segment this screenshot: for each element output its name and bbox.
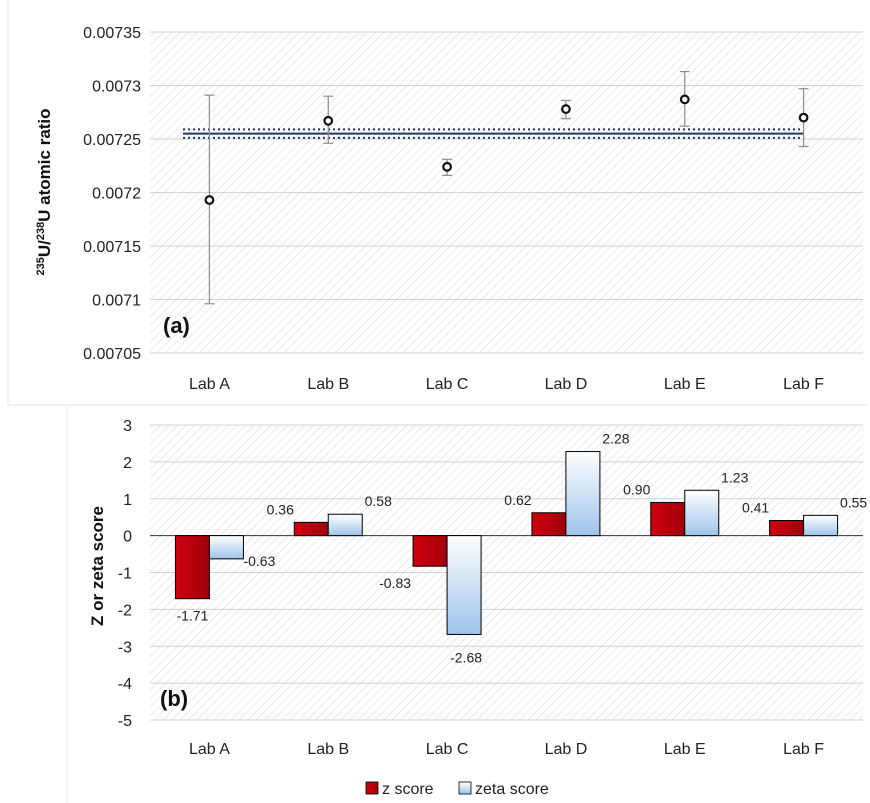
y-tick-label-b: 2 <box>123 455 132 472</box>
x-tick-label-a: Lab F <box>783 376 824 393</box>
x-tick-label-a: Lab D <box>545 376 588 393</box>
data-point <box>442 161 452 172</box>
x-tick-label-b: Lab B <box>307 741 349 758</box>
y-tick-label-b: -2 <box>118 602 132 619</box>
legend: z score zeta score <box>365 781 549 798</box>
y-tick-label-a: 0.0073 <box>92 79 141 96</box>
data-point <box>561 104 571 114</box>
bar-zeta-score <box>565 451 601 537</box>
data-label: 0.36 <box>267 501 294 517</box>
y-axis-title-b: Z or zeta score <box>88 506 107 626</box>
y-tick-label-b: -1 <box>118 566 132 583</box>
y-tick-label-a: 0.0071 <box>92 293 141 310</box>
data-label: -2.68 <box>450 649 482 665</box>
y-tick-label-a: 0.00725 <box>83 132 141 149</box>
y-tick-label-b: 1 <box>123 492 132 509</box>
panel-label-b: (b) <box>160 686 188 711</box>
y-tick-label-a: 0.00715 <box>83 239 141 256</box>
data-point <box>323 115 334 126</box>
data-label: 0.58 <box>365 493 392 509</box>
bar-zeta-score <box>803 514 839 537</box>
bar-zeta-score <box>446 535 482 635</box>
y-tick-label-b: -3 <box>118 639 132 656</box>
bar-zeta-score <box>208 535 244 560</box>
bar-z-score <box>769 520 805 537</box>
x-tick-label-a: Lab E <box>664 376 706 393</box>
bar-z-score <box>650 501 686 537</box>
data-point <box>204 195 215 205</box>
y-tick-label-a: 0.0072 <box>92 186 141 203</box>
data-label: -0.83 <box>379 575 411 591</box>
x-tick-label-a: Lab B <box>307 376 349 393</box>
y-tick-label-a: 0.00705 <box>83 346 141 363</box>
data-label: 0.62 <box>504 492 531 508</box>
panel-label-a: (a) <box>163 313 190 338</box>
x-tick-label-b: Lab F <box>783 741 824 758</box>
data-label: 0.90 <box>623 481 650 497</box>
y-tick-label-b: 0 <box>123 529 132 546</box>
data-label: -1.71 <box>176 608 208 624</box>
legend-swatch-zeta <box>458 781 472 795</box>
legend-swatch-z <box>365 781 379 795</box>
x-tick-label-b: Lab D <box>545 741 588 758</box>
data-point <box>679 94 690 105</box>
data-label: 1.23 <box>721 469 748 485</box>
bar-zeta-score <box>327 513 363 537</box>
scatter-panel-a: 0.00735 0.0073 0.00725 0.0072 0.00715 0.0071 0… <box>35 25 863 393</box>
data-label: 0.55 <box>840 494 867 510</box>
x-tick-label-a: Lab C <box>426 376 469 393</box>
x-tick-label-b: Lab E <box>664 741 706 758</box>
data-label: 2.28 <box>602 431 629 447</box>
y-axis-title-a: 235U/238U atomic ratio <box>35 108 54 275</box>
bar-z-score <box>531 512 567 537</box>
y-tick-label-b: 3 <box>123 418 132 435</box>
bar-z-score <box>174 535 210 600</box>
data-label: -0.63 <box>243 553 275 569</box>
bar-zeta-score <box>684 489 720 537</box>
x-tick-label-b: Lab A <box>189 741 230 758</box>
legend-label-zeta: zeta score <box>475 781 549 798</box>
panel-a-border <box>7 0 868 406</box>
y-tick-label-b: -4 <box>118 676 132 693</box>
bar-panel-b: 3 2 1 0 -1 -2 -3 -4 -5 -1.71 -0.63 0.36 0.58 -0.83 -2… <box>88 418 867 758</box>
data-point <box>798 112 809 123</box>
x-tick-label-a: Lab A <box>189 376 230 393</box>
y-tick-label-a: 0.00735 <box>83 25 141 42</box>
data-label: 0.41 <box>742 500 769 516</box>
y-tick-label-b: -5 <box>118 713 132 730</box>
legend-label-z: z score <box>382 781 434 798</box>
x-tick-label-b: Lab C <box>426 741 469 758</box>
bar-z-score <box>293 521 329 537</box>
bar-z-score <box>412 535 448 567</box>
